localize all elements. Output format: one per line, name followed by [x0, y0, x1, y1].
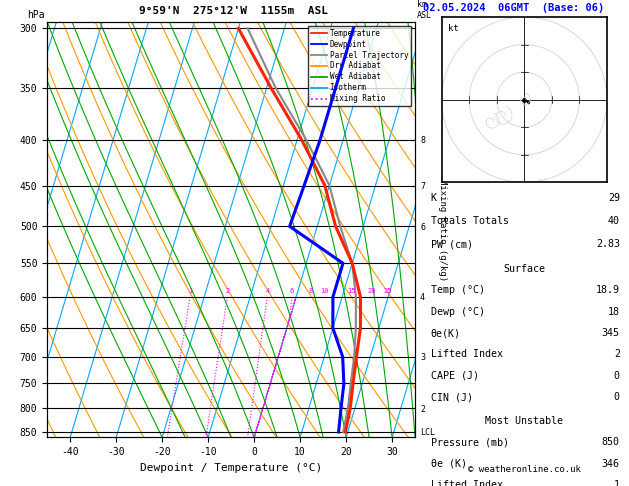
Text: PW (cm): PW (cm) [431, 239, 473, 249]
Text: 02.05.2024  06GMT  (Base: 06): 02.05.2024 06GMT (Base: 06) [423, 3, 604, 13]
Text: 15: 15 [348, 288, 356, 294]
Text: 25: 25 [383, 288, 392, 294]
Text: 40: 40 [608, 216, 620, 226]
Text: CAPE (J): CAPE (J) [431, 371, 479, 381]
Text: hPa: hPa [27, 10, 45, 20]
Text: Surface: Surface [503, 264, 545, 274]
Text: Most Unstable: Most Unstable [485, 416, 564, 426]
Text: Pressure (mb): Pressure (mb) [431, 437, 509, 447]
Text: 18: 18 [608, 307, 620, 316]
Text: 345: 345 [602, 328, 620, 338]
Text: θe(K): θe(K) [431, 328, 461, 338]
Text: Lifted Index: Lifted Index [431, 480, 503, 486]
Text: Lifted Index: Lifted Index [431, 349, 503, 359]
Text: 4: 4 [265, 288, 269, 294]
Text: Dewp (°C): Dewp (°C) [431, 307, 485, 316]
Text: 10: 10 [321, 288, 329, 294]
Text: 0: 0 [614, 392, 620, 402]
Text: 346: 346 [602, 459, 620, 469]
Legend: Temperature, Dewpoint, Parcel Trajectory, Dry Adiabat, Wet Adiabat, Isotherm, Mi: Temperature, Dewpoint, Parcel Trajectory… [308, 26, 411, 106]
Text: Temp (°C): Temp (°C) [431, 285, 485, 295]
Text: 2: 2 [614, 349, 620, 359]
Text: 8: 8 [308, 288, 313, 294]
Text: 6: 6 [290, 288, 294, 294]
Text: © weatheronline.co.uk: © weatheronline.co.uk [468, 465, 581, 474]
Text: 2: 2 [225, 288, 230, 294]
Text: 0: 0 [614, 371, 620, 381]
Text: 18.9: 18.9 [596, 285, 620, 295]
Text: 2.83: 2.83 [596, 239, 620, 249]
X-axis label: Dewpoint / Temperature (°C): Dewpoint / Temperature (°C) [140, 463, 322, 473]
Text: 29: 29 [608, 192, 620, 203]
Text: CIN (J): CIN (J) [431, 392, 473, 402]
Text: 1: 1 [188, 288, 192, 294]
Y-axis label: Mixing Ratio (g/kg): Mixing Ratio (g/kg) [438, 178, 447, 281]
Text: Totals Totals: Totals Totals [431, 216, 509, 226]
Text: km
ASL: km ASL [417, 0, 432, 20]
Text: θe (K): θe (K) [431, 459, 467, 469]
Text: 20: 20 [367, 288, 376, 294]
Text: kt: kt [448, 24, 459, 33]
Text: 9°59'N  275°12'W  1155m  ASL: 9°59'N 275°12'W 1155m ASL [139, 6, 328, 16]
Text: 850: 850 [602, 437, 620, 447]
Text: 1: 1 [614, 480, 620, 486]
Text: K: K [431, 192, 437, 203]
